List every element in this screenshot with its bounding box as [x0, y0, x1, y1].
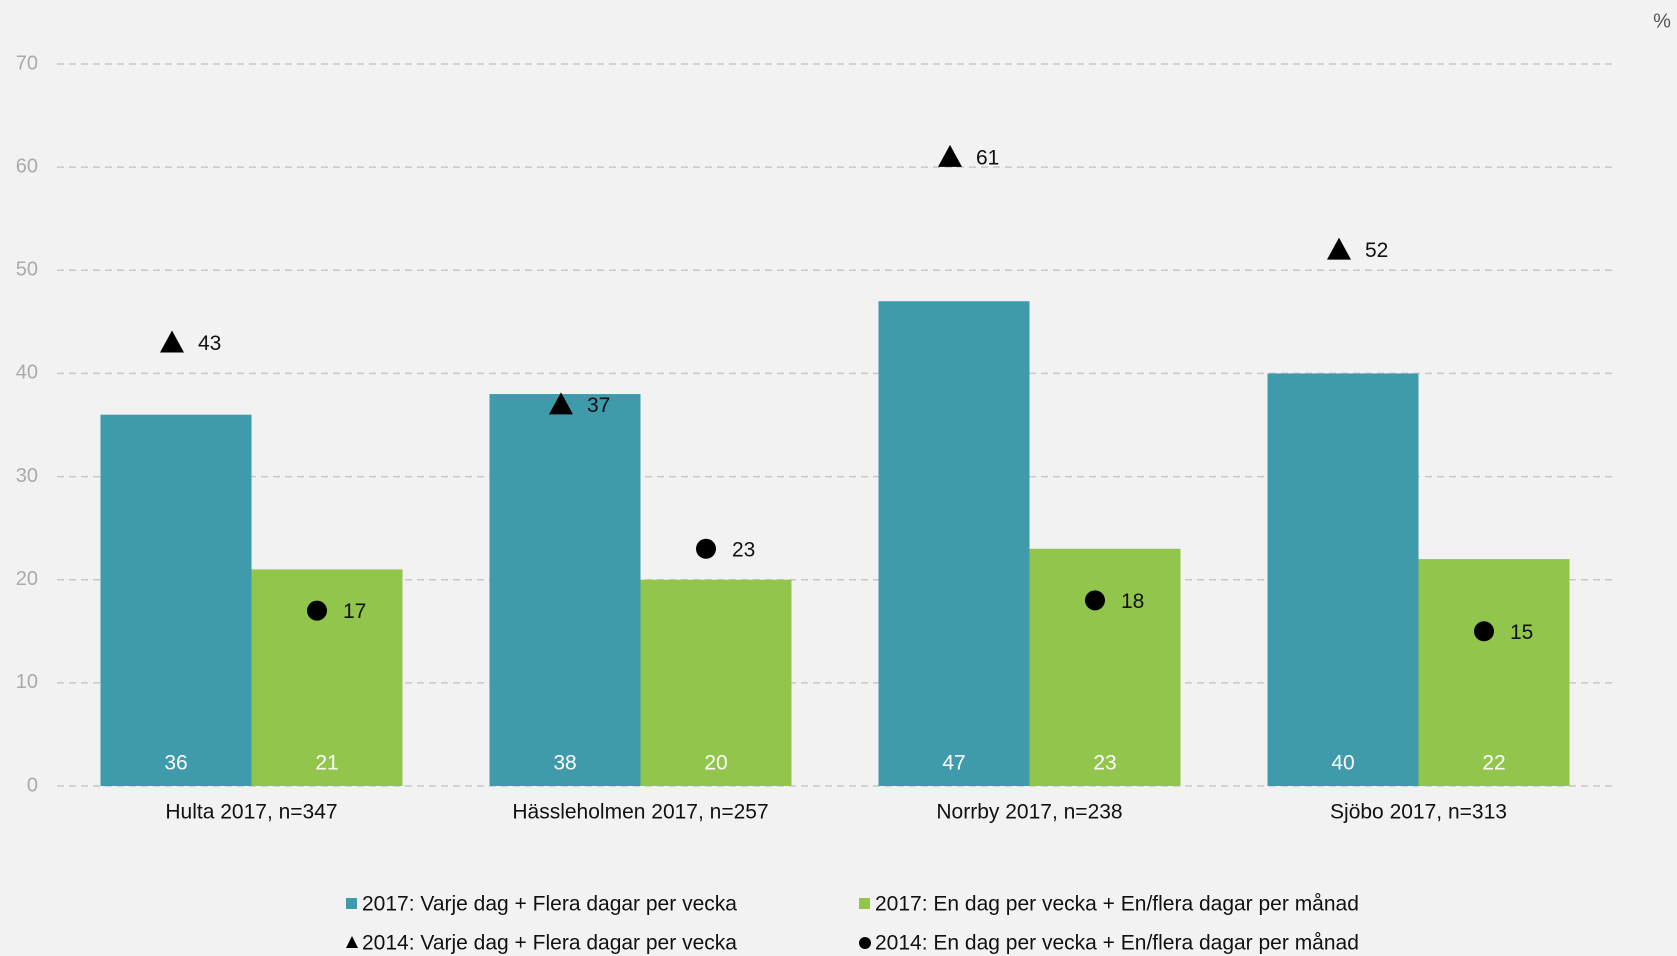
y-tick-label: 60 [16, 155, 38, 177]
legend-label: 2014: Varje dag + Flera dagar per vecka [362, 932, 737, 955]
marker-value-label: 37 [587, 394, 610, 417]
marker-value-label: 61 [976, 146, 999, 169]
legend-label: 2017: Varje dag + Flera dagar per vecka [362, 893, 737, 916]
marker-triangle [1327, 237, 1351, 260]
marker-value-label: 23 [732, 538, 755, 561]
y-tick-label: 0 [27, 774, 38, 796]
marker-value-label: 15 [1510, 621, 1533, 644]
y-tick-label: 70 [16, 52, 38, 74]
y-tick-label: 10 [16, 671, 38, 693]
marker-triangle [549, 392, 573, 415]
legend-swatch [859, 937, 871, 949]
marker-triangle [938, 144, 962, 167]
x-tick-label: Sjöbo 2017, n=313 [1330, 801, 1507, 824]
unit-label: % [1653, 10, 1671, 32]
marker-value-label: 43 [198, 332, 221, 355]
marker-circle [1474, 621, 1494, 642]
bar-value-label: 38 [553, 752, 576, 775]
bar-value-label: 21 [315, 752, 338, 775]
legend-label: 2014: En dag per vecka + En/flera dagar … [875, 932, 1359, 955]
marker-value-label: 17 [343, 600, 366, 623]
bar-value-label: 22 [1482, 752, 1505, 775]
bar [640, 579, 792, 786]
x-tick-label: Norrby 2017, n=238 [936, 801, 1122, 824]
y-tick-label: 30 [16, 465, 38, 487]
bar [878, 301, 1030, 786]
legend-swatch [346, 936, 358, 948]
bar [1029, 548, 1181, 786]
x-tick-label: Hässleholmen 2017, n=257 [512, 801, 768, 824]
marker-value-label: 18 [1121, 590, 1144, 613]
x-tick-label: Hulta 2017, n=347 [165, 801, 337, 824]
bar [251, 569, 403, 786]
marker-circle [307, 600, 327, 621]
legend-swatch [346, 898, 357, 909]
legend-swatch [859, 898, 870, 909]
y-tick-label: 50 [16, 259, 38, 281]
bar [1267, 373, 1419, 786]
marker-triangle [160, 330, 184, 353]
bar [489, 394, 641, 786]
bar-value-label: 47 [942, 752, 965, 775]
y-tick-label: 20 [16, 568, 38, 590]
marker-value-label: 52 [1365, 239, 1388, 262]
bar [1418, 559, 1570, 786]
bar-value-label: 40 [1331, 752, 1354, 775]
bar-value-label: 36 [164, 752, 187, 775]
y-tick-label: 40 [16, 362, 38, 384]
bar [100, 414, 252, 786]
marker-circle [1085, 590, 1105, 611]
bar-value-label: 23 [1093, 752, 1116, 775]
legend-label: 2017: En dag per vecka + En/flera dagar … [875, 893, 1359, 916]
bar-value-label: 20 [704, 752, 727, 775]
marker-circle [696, 538, 716, 559]
